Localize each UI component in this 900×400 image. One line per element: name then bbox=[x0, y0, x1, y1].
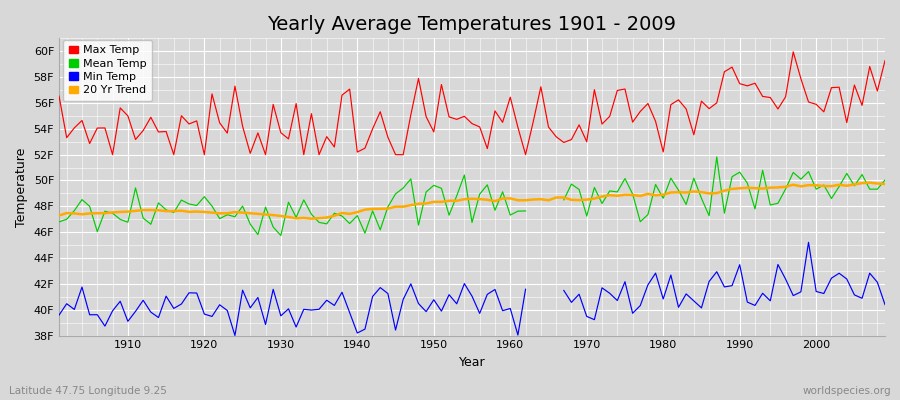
X-axis label: Year: Year bbox=[459, 356, 485, 369]
Text: worldspecies.org: worldspecies.org bbox=[803, 386, 891, 396]
Title: Yearly Average Temperatures 1901 - 2009: Yearly Average Temperatures 1901 - 2009 bbox=[267, 15, 677, 34]
Text: Latitude 47.75 Longitude 9.25: Latitude 47.75 Longitude 9.25 bbox=[9, 386, 166, 396]
Y-axis label: Temperature: Temperature bbox=[15, 147, 28, 227]
Legend: Max Temp, Mean Temp, Min Temp, 20 Yr Trend: Max Temp, Mean Temp, Min Temp, 20 Yr Tre… bbox=[63, 40, 152, 101]
